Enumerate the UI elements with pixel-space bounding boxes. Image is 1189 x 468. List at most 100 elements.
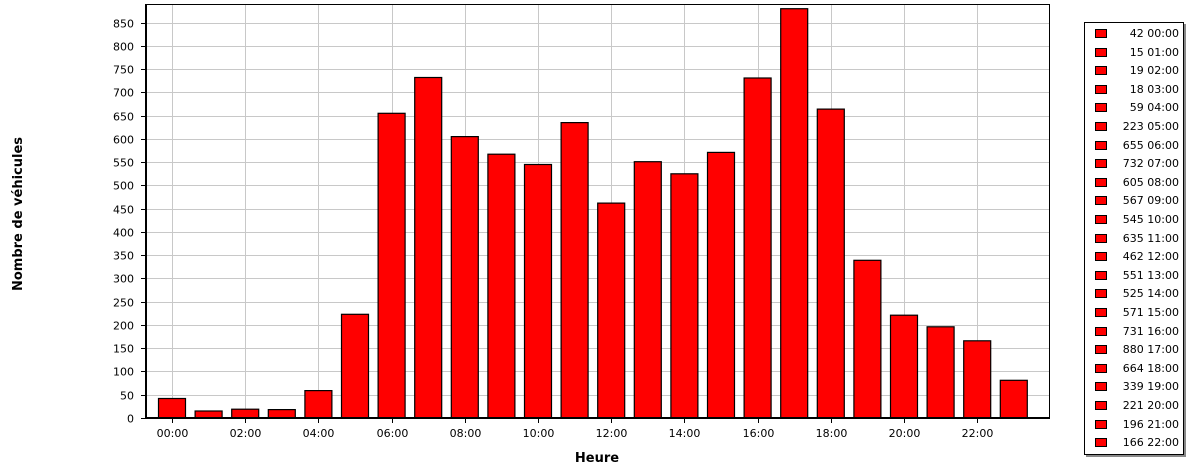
legend-label: 525 14:00 [1122,287,1179,301]
bar [231,408,260,419]
legend-item: 545 10:00 [1085,211,1183,229]
y-tick-label: 250 [113,297,134,310]
y-tick-label: 100 [113,366,134,379]
legend-label: 221 20:00 [1122,399,1179,412]
legend-item: 605 08:00 [1085,174,1183,192]
y-tick-label: 350 [113,250,134,263]
legend-label: 15 01:00 [1129,45,1179,59]
legend-item: 221 20:00 [1085,397,1183,415]
legend-item: 551 13:00 [1085,267,1183,285]
legend-swatch [1095,177,1107,187]
y-tick-label: 650 [113,111,134,124]
legend-swatch [1095,308,1107,317]
legend-swatch [1095,345,1107,355]
x-tick-label: 14:00 [669,427,701,440]
bar [450,136,479,419]
y-tick-label: 850 [113,18,134,31]
legend-swatch [1095,401,1107,410]
legend-swatch [1095,29,1107,38]
legend-swatch [1095,233,1107,243]
legend-item: 567 09:00 [1085,192,1183,210]
y-tick-label: 700 [113,87,134,100]
x-tick-label: 12:00 [596,427,628,440]
legend-swatch [1095,215,1107,224]
legend-swatch [1095,122,1107,131]
legend-item: 664 18:00 [1085,360,1183,378]
legend-label: 655 06:00 [1122,138,1179,152]
bar [889,314,919,419]
legend-swatch [1095,363,1107,373]
legend-label: 42 00:00 [1129,27,1179,40]
x-axis-title: Heure [575,451,619,466]
legend-label: 223 05:00 [1122,120,1179,133]
bar [414,76,443,419]
y-tick-label: 600 [113,134,134,147]
legend-swatch [1095,196,1107,206]
bar [706,151,736,419]
bar [523,163,553,419]
legend-item: 732 07:00 [1085,155,1183,173]
legend-label: 880 17:00 [1122,343,1179,357]
legend-label: 196 21:00 [1122,417,1179,431]
bar [670,173,699,419]
bars [157,8,1028,419]
legend-swatch [1095,84,1107,94]
x-tick-label: 16:00 [743,427,775,440]
y-tick-label: 800 [113,41,134,54]
legend-swatch [1095,438,1107,448]
x-tick-label: 10:00 [523,427,555,440]
legend-item: 196 21:00 [1085,416,1183,434]
legend-label: 732 07:00 [1122,157,1179,171]
bar [157,397,187,419]
legend-item: 166 22:00 [1085,434,1183,452]
y-tick-label: 0 [127,413,134,426]
axes: 0 50 100 150 200 250 300 350 400 450 500 550 600 650 7… [113,4,1050,440]
y-tick-label: 200 [113,320,134,333]
bar [999,379,1028,419]
legend-item: 731 16:00 [1085,323,1183,341]
x-tick-label: 20:00 [889,427,921,440]
y-tick-label: 550 [113,157,134,170]
legend-item: 655 06:00 [1085,137,1183,155]
legend-item: 525 14:00 [1085,285,1183,303]
y-tick-label: 150 [113,343,134,356]
legend-swatch [1095,140,1107,150]
bar [487,153,516,419]
y-tick-label: 300 [113,273,134,286]
legend-label: 19 02:00 [1129,64,1179,78]
legend-swatch [1095,382,1107,392]
x-tick-label: 18:00 [816,427,848,440]
legend-label: 567 09:00 [1122,194,1179,208]
legend-item: 42 00:00 [1085,25,1183,43]
y-axis-title: Nombre de véhicules [11,137,26,291]
legend-item: 15 01:00 [1085,44,1183,62]
legend-swatch [1095,419,1107,429]
bar [963,340,992,419]
bar [633,161,662,419]
bar [267,409,296,419]
legend-item: 571 15:00 [1085,304,1183,322]
x-tick-label: 22:00 [962,427,994,440]
x-tick-label: 08:00 [450,427,482,440]
legend-item: 635 11:00 [1085,230,1183,248]
bar [560,121,589,419]
bar-chart: 0 50 100 150 200 250 300 350 400 450 500 550 600 650 7… [11,4,1050,466]
legend-item: 339 19:00 [1085,378,1183,396]
legend-swatch [1095,326,1107,336]
legend-label: 605 08:00 [1122,175,1179,189]
legend-swatch [1095,47,1107,57]
legend-label: 731 16:00 [1122,324,1179,338]
legend-item: 59 04:00 [1085,99,1183,117]
legend-label: 462 12:00 [1122,250,1179,264]
legend-item: 19 02:00 [1085,62,1183,80]
legend-label: 664 18:00 [1122,361,1179,375]
y-tick-label: 750 [113,64,134,77]
bar [853,259,882,419]
legend-swatch [1095,270,1107,280]
legend-label: 635 11:00 [1122,231,1179,245]
legend-swatch [1095,103,1107,113]
legend-swatch [1095,252,1107,262]
legend-item: 462 12:00 [1085,248,1183,266]
bar [743,77,772,419]
y-tick-label: 400 [113,227,134,240]
